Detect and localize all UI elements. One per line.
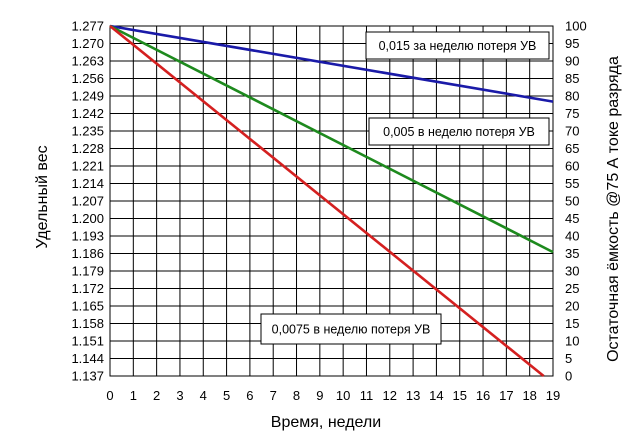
annotation-box: 0,005 в неделю потеря УВ: [368, 117, 550, 146]
y-axis-left-title: Удельный вес: [34, 145, 51, 248]
annotation-frame: [365, 31, 550, 60]
x-tick-label: 1: [130, 388, 137, 403]
x-tick-label: 16: [476, 388, 490, 403]
y-left-tick-label: 1.242: [71, 106, 104, 121]
y-right-tick-label: 60: [565, 159, 579, 174]
y-left-tick-label: 1.193: [71, 229, 104, 244]
y-right-tick-label: 10: [565, 334, 579, 349]
y-right-tick-label: 55: [565, 176, 579, 191]
y-left-tick-label: 1.137: [71, 369, 104, 384]
x-tick-label: 8: [293, 388, 300, 403]
x-tick-label: 19: [546, 388, 560, 403]
y-left-tick-label: 1.256: [71, 71, 104, 86]
x-tick-label: 12: [383, 388, 397, 403]
y-right-tick-label: 85: [565, 71, 579, 86]
plot-frame: [109, 25, 554, 377]
y-right-tick-label: 90: [565, 54, 579, 69]
annotation-label: 0,015 за неделю потеря УВ: [379, 39, 537, 53]
y-right-tick-label: 15: [565, 316, 579, 331]
annotation-box: 0,0075 в неделю потеря УВ: [260, 313, 442, 345]
x-tick-label: 9: [316, 388, 323, 403]
y-right-tick-label: 50: [565, 194, 579, 209]
y-right-tick-label: 80: [565, 89, 579, 104]
series-line-3: [109, 24, 545, 378]
y-left-tick-label: 1.151: [71, 334, 104, 349]
annotation-frame: [260, 313, 442, 345]
y-left-tick-label: 1.214: [71, 176, 104, 191]
x-tick-label: 13: [406, 388, 420, 403]
y-left-tick-label: 1.228: [71, 141, 104, 156]
y-left-tick-label: 1.263: [71, 54, 104, 69]
y-left-tick-label: 1.277: [71, 19, 104, 34]
y-left-tick-label: 1.186: [71, 246, 104, 261]
x-tick-label: 15: [453, 388, 467, 403]
y-right-tick-label: 30: [565, 264, 579, 279]
y-left-tick-label: 1.207: [71, 194, 104, 209]
y-right-tick-label: 65: [565, 141, 579, 156]
annotations-layer: 0,015 за неделю потеря УВ 0,005 в неделю …: [260, 31, 550, 345]
y-left-tick-label: 1.179: [71, 264, 104, 279]
x-tick-label: 2: [153, 388, 160, 403]
x-tick-label: 5: [223, 388, 230, 403]
y-right-tick-label: 35: [565, 246, 579, 261]
y-right-tick-label: 45: [565, 211, 579, 226]
series-layer: [109, 24, 554, 378]
x-tick-label: 6: [246, 388, 253, 403]
y-left-tick-label: 1.200: [71, 211, 104, 226]
y-left-tick-label: 1.235: [71, 124, 104, 139]
y-right-tick-label: 0: [565, 369, 572, 384]
x-tick-label: 18: [522, 388, 536, 403]
y-right-tick-label: 100: [565, 19, 587, 34]
y-right-tick-label: 70: [565, 124, 579, 139]
grid-layer: [109, 25, 554, 377]
annotation-box: 0,015 за неделю потеря УВ: [365, 31, 550, 60]
y-right-tick-label: 5: [565, 351, 572, 366]
y-right-tick-label: 25: [565, 281, 579, 296]
y-left-tick-label: 1.144: [71, 351, 104, 366]
x-tick-label: 4: [200, 388, 207, 403]
y-right-tick-label: 95: [565, 36, 579, 51]
x-tick-label: 0: [106, 388, 113, 403]
x-axis-title: Время, недели: [271, 414, 381, 431]
x-tick-label: 17: [499, 388, 513, 403]
annotation-label: 0,0075 в неделю потеря УВ: [272, 323, 431, 337]
y-left-tick-label: 1.158: [71, 316, 104, 331]
x-tick-label: 10: [336, 388, 350, 403]
series-line-2: [109, 24, 554, 254]
y-left-tick-label: 1.172: [71, 281, 104, 296]
x-tick-label: 3: [176, 388, 183, 403]
x-tick-label: 7: [270, 388, 277, 403]
x-tick-label: 11: [360, 388, 374, 403]
y-left-tick-label: 1.221: [71, 159, 104, 174]
y-left-tick-label: 1.270: [71, 36, 104, 51]
y-left-tick-label: 1.249: [71, 89, 104, 104]
series-line-1: [109, 24, 554, 103]
y-right-tick-label: 20: [565, 299, 579, 314]
y-right-tick-label: 40: [565, 229, 579, 244]
annotation-label: 0,005 в неделю потеря УВ: [383, 125, 535, 139]
annotation-frame: [368, 117, 550, 146]
y-left-tick-label: 1.165: [71, 299, 104, 314]
y-axis-right-title: Остаточная ёмкость @75 А токе разряда: [605, 56, 622, 362]
x-tick-label: 14: [429, 388, 443, 403]
y-right-tick-label: 75: [565, 106, 579, 121]
